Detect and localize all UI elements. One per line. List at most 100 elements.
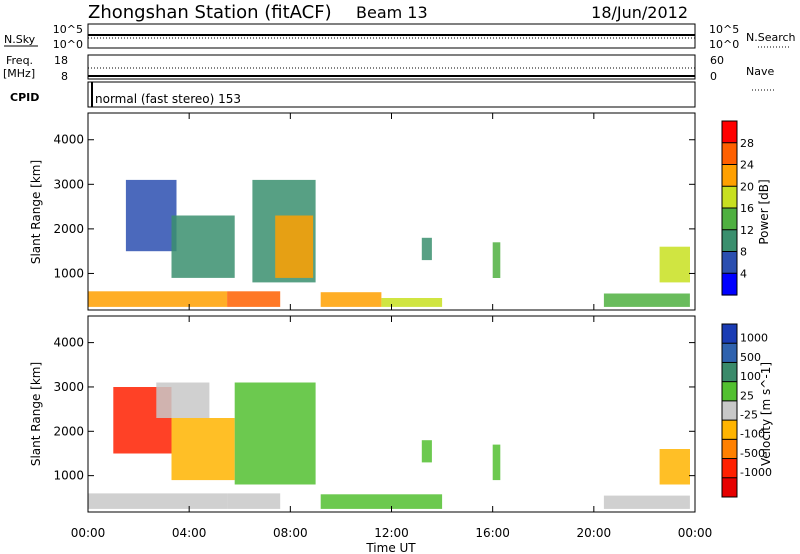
power-colorbar: 4 8 12 16 20 24 28 [721, 120, 754, 296]
velocity-region-9 [492, 444, 501, 481]
cpid-label: CPID [10, 91, 39, 104]
velocity-colorbar-frame [721, 323, 738, 498]
x-tick-label-1: 04:00 [172, 526, 207, 540]
power-y-tick-label-0: 1000 [53, 266, 84, 280]
nave-tick-bottom: 0 [710, 70, 717, 83]
cpid-text: normal (fast stereo) 153 [95, 92, 241, 106]
x-axis-label: Time UT [365, 541, 416, 554]
velocity-region-6 [171, 418, 235, 481]
power-region-5 [125, 179, 177, 252]
velocity-colorbar-swatch-7 [722, 458, 737, 479]
velocity-colorbar-label-0: 1000 [740, 332, 768, 345]
velocity-region-3 [603, 495, 690, 509]
power-y-tick-label-3: 4000 [53, 133, 84, 147]
velocity-colorbar: 1000 500 100 25 -25 -100 -500 -1000 [721, 323, 772, 498]
time-x-axis: 00:00 04:00 08:00 12:00 16:00 20:00 00:00 [71, 113, 713, 540]
x-tick-label-5: 20:00 [577, 526, 612, 540]
power-region-1 [227, 291, 281, 307]
velocity-colorbar-label-4: -25 [740, 409, 758, 422]
velocity-y-tick-label-0: 1000 [53, 469, 84, 483]
velocity-colorbar-swatch-4 [722, 400, 737, 421]
beam-label: Beam 13 [356, 3, 428, 22]
power-region-3 [381, 298, 443, 307]
velocity-colorbar-swatch-6 [722, 439, 737, 459]
power-y-tick-label-2: 3000 [53, 177, 84, 191]
power-colorbar-label-1: 8 [740, 246, 747, 259]
velocity-data-marks [88, 382, 690, 509]
nsky-panel: N.Sky 10^5 10^0 10^5 10^0 N.Search [4, 23, 796, 51]
velocity-colorbar-swatch-3 [722, 381, 737, 402]
cpid-panel: CPID normal (fast stereo) 153 [10, 81, 696, 108]
velocity-y-axis-label: Slant Range [km] [29, 362, 43, 466]
power-colorbar-swatch-2 [722, 164, 737, 187]
power-colorbar-swatch-5 [722, 229, 737, 253]
velocity-colorbar-label-6: -500 [740, 447, 765, 460]
nsky-tick-top: 10^5 [53, 23, 83, 36]
velocity-colorbar-label-7: -1000 [740, 466, 772, 479]
freq-tick-top: 18 [54, 54, 68, 67]
nsearch-tick-bottom: 10^0 [709, 38, 739, 51]
power-region-10 [492, 242, 501, 278]
power-colorbar-label-2: 12 [740, 224, 754, 237]
x-tick-label-3: 12:00 [374, 526, 409, 540]
power-panel: 1000 2000 3000 4000 Slant Range [km] 4 8 12 16… [29, 112, 771, 311]
velocity-y-tick-label-1: 2000 [53, 424, 84, 438]
power-colorbar-swatch-6 [722, 251, 737, 274]
velocity-colorbar-swatch-0 [722, 324, 737, 344]
power-region-11 [421, 237, 432, 261]
x-tick-label-4: 16:00 [475, 526, 510, 540]
velocity-colorbar-swatch-8 [722, 477, 737, 498]
velocity-colorbar-label-1: 500 [740, 351, 761, 364]
power-data-marks [88, 179, 690, 307]
nave-tick-top: 60 [710, 54, 724, 67]
nave-label: Nave [746, 65, 774, 78]
power-y-axis-label: Slant Range [km] [29, 160, 43, 264]
nsearch-label: N.Search [746, 31, 796, 44]
nsearch-tick-top: 10^5 [709, 23, 739, 36]
velocity-region-5 [156, 382, 210, 418]
velocity-colorbar-swatch-1 [722, 343, 737, 363]
power-colorbar-label-0: 4 [740, 267, 747, 280]
power-region-2 [320, 292, 382, 307]
freq-unit: [MHz] [3, 67, 35, 80]
freq-frame [87, 54, 696, 80]
velocity-colorbar-label-3: 25 [740, 389, 754, 402]
cpid-frame [87, 81, 696, 108]
power-colorbar-label: Power [dB] [757, 179, 771, 244]
nsky-label: N.Sky [4, 33, 36, 46]
freq-tick-bottom: 8 [61, 70, 68, 83]
power-colorbar-swatch-1 [722, 142, 737, 166]
power-region-4 [603, 293, 690, 307]
power-colorbar-swatch-3 [722, 186, 737, 209]
velocity-region-8 [659, 449, 690, 485]
x-tick-label-6: 00:00 [678, 526, 713, 540]
x-tick-label-0: 00:00 [71, 526, 106, 540]
power-region-6 [171, 215, 235, 278]
nsky-tick-bottom: 10^0 [53, 38, 83, 51]
velocity-region-2 [320, 494, 443, 509]
date-label: 18/Jun/2012 [591, 3, 688, 22]
power-y-tick-label-1: 2000 [53, 222, 84, 236]
x-tick-label-2: 08:00 [273, 526, 308, 540]
velocity-colorbar-swatch-2 [722, 362, 737, 383]
power-colorbar-label-3: 16 [740, 202, 754, 215]
power-colorbar-swatch-0 [722, 121, 737, 144]
velocity-y-tick-label-2: 3000 [53, 380, 84, 394]
velocity-region-10 [421, 440, 432, 463]
velocity-colorbar-label-2: 100 [740, 370, 761, 383]
velocity-colorbar-swatch-5 [722, 420, 737, 440]
velocity-region-0 [88, 493, 228, 509]
power-colorbar-label-6: 28 [740, 137, 754, 150]
velocity-region-1 [227, 493, 281, 509]
velocity-colorbar-label: Velocity [m s^-1] [759, 362, 773, 466]
freq-panel: Freq. [MHz] 18 8 60 0 Nave [3, 54, 775, 91]
freq-label: Freq. [6, 54, 33, 67]
power-colorbar-swatch-4 [722, 208, 737, 231]
station-title: Zhongshan Station (fitACF) [88, 2, 332, 23]
power-frame [87, 112, 696, 311]
velocity-region-7 [234, 382, 316, 485]
velocity-panel: 1000 2000 3000 4000 Slant Range [km] 1000 50… [29, 315, 773, 513]
velocity-colorbar-label-5: -100 [740, 428, 765, 441]
velocity-y-tick-label-3: 4000 [53, 336, 84, 350]
